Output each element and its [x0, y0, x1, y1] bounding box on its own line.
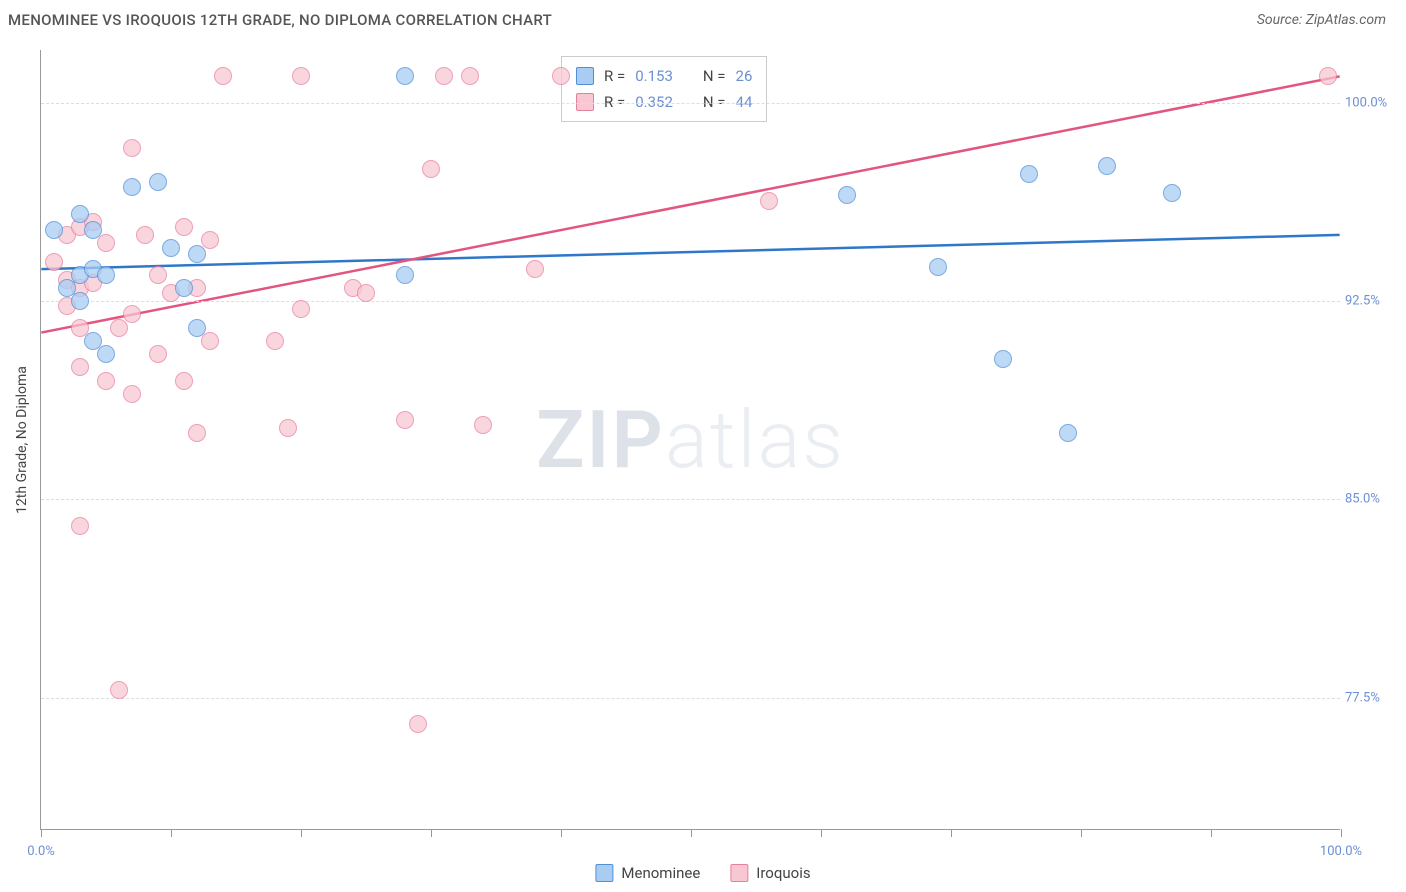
- data-point: [71, 205, 89, 223]
- data-point: [1020, 165, 1038, 183]
- x-tick: [561, 829, 562, 837]
- y-tick-label: 77.5%: [1345, 690, 1395, 705]
- data-point: [422, 160, 440, 178]
- data-point: [175, 279, 193, 297]
- gridline-h: [41, 698, 1340, 699]
- y-tick-label: 85.0%: [1345, 492, 1395, 507]
- stats-swatch: [576, 67, 594, 85]
- stats-n-value: 26: [736, 63, 753, 89]
- data-point: [97, 372, 115, 390]
- data-point: [97, 345, 115, 363]
- x-tick: [41, 829, 42, 837]
- data-point: [136, 226, 154, 244]
- x-tick: [431, 829, 432, 837]
- data-point: [188, 245, 206, 263]
- watermark-part1: ZIP: [536, 393, 665, 487]
- data-point: [97, 234, 115, 252]
- data-point: [760, 192, 778, 210]
- data-point: [123, 139, 141, 157]
- data-point: [201, 332, 219, 350]
- data-point: [71, 292, 89, 310]
- plot-area: ZIPatlas R =0.153N =26R =0.352N =44 77.5…: [40, 50, 1340, 830]
- data-point: [409, 715, 427, 733]
- stats-row: R = 0.153 N = 26: [576, 63, 752, 89]
- source-label: Source: ZipAtlas.com: [1257, 12, 1386, 28]
- data-point: [1163, 184, 1181, 202]
- stats-box: R =0.153N =26R =0.352N =44: [561, 56, 767, 122]
- gridline-h: [41, 103, 1340, 104]
- legend-item: Menominee: [595, 864, 700, 882]
- data-point: [149, 345, 167, 363]
- data-point: [552, 67, 570, 85]
- data-point: [526, 260, 544, 278]
- data-point: [357, 284, 375, 302]
- data-point: [292, 67, 310, 85]
- chart-title: MENOMINEE VS IROQUOIS 12TH GRADE, NO DIP…: [8, 11, 552, 29]
- trend-line: [41, 235, 1339, 269]
- data-point: [149, 173, 167, 191]
- x-tick: [171, 829, 172, 837]
- x-tick-label: 0.0%: [27, 844, 55, 859]
- y-tick-label: 92.5%: [1345, 294, 1395, 309]
- data-point: [110, 681, 128, 699]
- data-point: [292, 300, 310, 318]
- data-point: [175, 218, 193, 236]
- watermark: ZIPatlas: [536, 393, 845, 487]
- legend-item: Iroquois: [730, 864, 810, 882]
- legend-swatch: [730, 864, 748, 882]
- x-tick: [821, 829, 822, 837]
- data-point: [461, 67, 479, 85]
- data-point: [188, 319, 206, 337]
- data-point: [97, 266, 115, 284]
- data-point: [123, 385, 141, 403]
- data-point: [266, 332, 284, 350]
- watermark-part2: atlas: [665, 393, 845, 487]
- data-point: [149, 266, 167, 284]
- legend-swatch: [595, 864, 613, 882]
- data-point: [474, 416, 492, 434]
- data-point: [396, 411, 414, 429]
- gridline-h: [41, 499, 1340, 500]
- stats-n-label: N =: [703, 63, 726, 89]
- data-point: [1098, 157, 1116, 175]
- x-tick-label: 100.0%: [1320, 844, 1362, 859]
- gridline-h: [41, 301, 1340, 302]
- data-point: [838, 186, 856, 204]
- data-point: [84, 221, 102, 239]
- x-tick: [691, 829, 692, 837]
- y-tick-label: 100.0%: [1345, 95, 1395, 110]
- y-axis-label: 12th Grade, No Diploma: [14, 366, 30, 514]
- data-point: [175, 372, 193, 390]
- legend-label: Iroquois: [756, 864, 810, 882]
- data-point: [45, 221, 63, 239]
- data-point: [188, 424, 206, 442]
- data-point: [45, 253, 63, 271]
- x-tick: [1211, 829, 1212, 837]
- trend-lines: [41, 50, 1340, 829]
- stats-r-value: 0.153: [635, 63, 673, 89]
- data-point: [123, 178, 141, 196]
- data-point: [435, 67, 453, 85]
- data-point: [71, 517, 89, 535]
- x-tick: [951, 829, 952, 837]
- data-point: [1059, 424, 1077, 442]
- legend-label: Menominee: [621, 864, 700, 882]
- data-point: [396, 67, 414, 85]
- data-point: [162, 239, 180, 257]
- data-point: [279, 419, 297, 437]
- bottom-legend: Menominee Iroquois: [595, 864, 810, 882]
- data-point: [1319, 67, 1337, 85]
- x-tick: [301, 829, 302, 837]
- data-point: [929, 258, 947, 276]
- x-tick: [1341, 829, 1342, 837]
- data-point: [214, 67, 232, 85]
- data-point: [994, 350, 1012, 368]
- stats-r-label: R =: [604, 63, 625, 89]
- data-point: [123, 305, 141, 323]
- data-point: [71, 358, 89, 376]
- x-tick: [1081, 829, 1082, 837]
- data-point: [396, 266, 414, 284]
